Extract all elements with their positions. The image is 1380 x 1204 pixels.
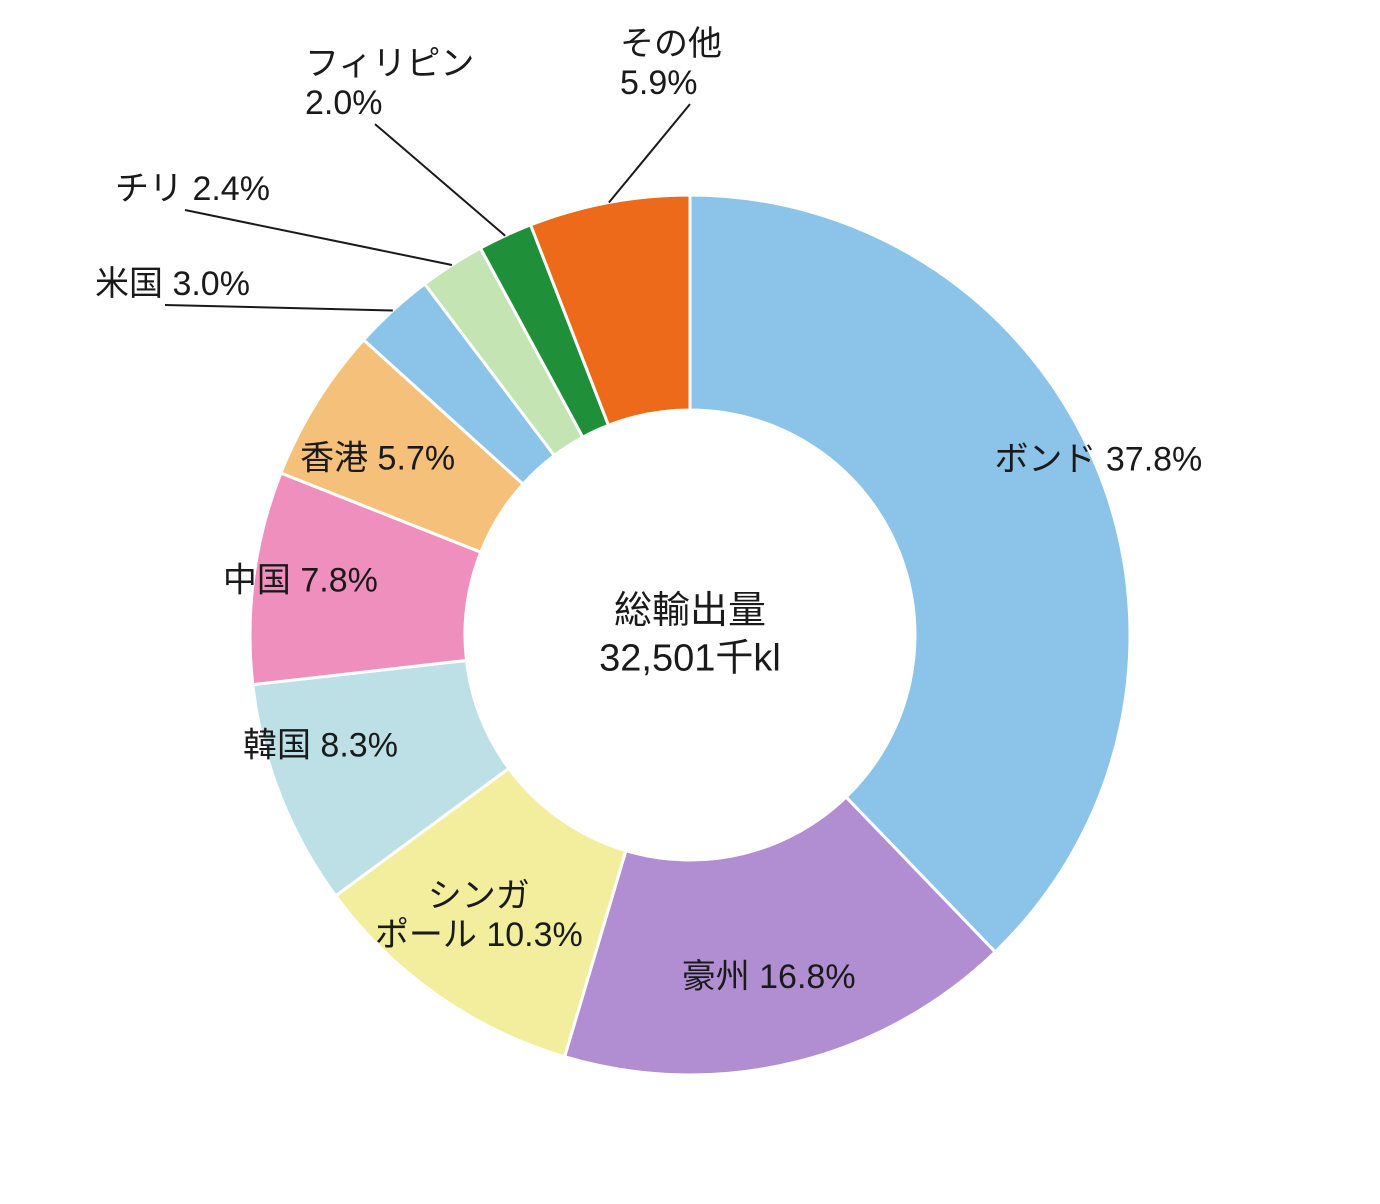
slice-label-チリ: チリ 2.4% (115, 170, 270, 208)
slice-label-ボンド: ボンド 37.8% (994, 441, 1202, 479)
slice-label-豪州: 豪州 16.8% (682, 958, 856, 996)
center-label-line1: 総輸出量 (614, 590, 766, 632)
slice-label-香港: 香港 5.7% (300, 439, 455, 477)
donut-chart: ボンド 37.8%豪州 16.8%シンガポール 10.3%韓国 8.3%中国 7… (0, 0, 1380, 1204)
slice-label-米国: 米国 3.0% (95, 265, 250, 303)
slice-label-中国: 中国 7.8% (223, 561, 378, 599)
slice-label-韓国: 韓国 8.3% (243, 726, 398, 764)
center-label-line2: 32,501千kl (599, 638, 781, 680)
